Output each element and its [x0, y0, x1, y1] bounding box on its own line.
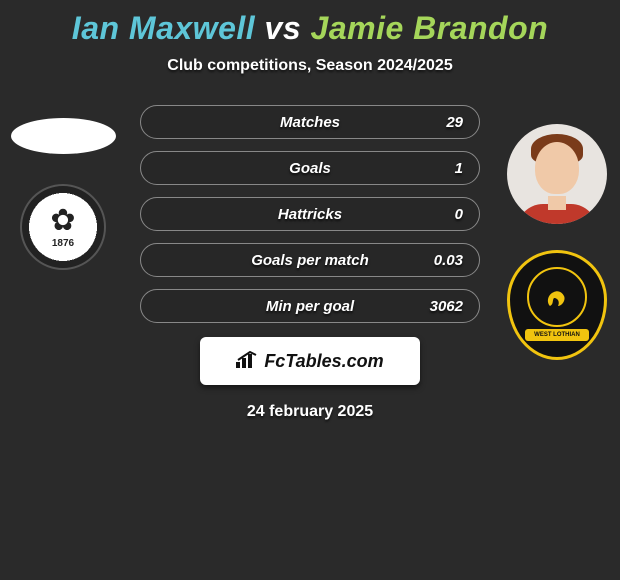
stat-label: Min per goal: [217, 298, 403, 315]
stat-label: Hattricks: [217, 206, 403, 223]
stat-row: Matches 29: [140, 105, 480, 139]
comparison-title: Ian Maxwell vs Jamie Brandon: [0, 10, 620, 47]
stat-right-value: 29: [403, 114, 463, 131]
stat-row: Goals per match 0.03: [140, 243, 480, 277]
player2-club-crest: WEST LOTHIAN: [507, 250, 607, 360]
player1-column: ✿ 1876: [8, 118, 118, 270]
stat-label: Matches: [217, 114, 403, 131]
title-vs: vs: [265, 10, 302, 46]
club-banner: WEST LOTHIAN: [525, 329, 589, 341]
stat-label: Goals per match: [217, 252, 403, 269]
player1-avatar-placeholder: [11, 118, 116, 154]
subtitle: Club competitions, Season 2024/2025: [0, 57, 620, 75]
player1-name: Ian Maxwell: [72, 10, 255, 46]
stat-label: Goals: [217, 160, 403, 177]
player1-club-crest: ✿ 1876: [20, 184, 106, 270]
player2-name: Jamie Brandon: [311, 10, 549, 46]
stat-right-value: 0.03: [403, 252, 463, 269]
stats-block: Matches 29 Goals 1 Hattricks 0 Goals per…: [140, 105, 480, 323]
stat-right-value: 0: [403, 206, 463, 223]
branding-badge: FcTables.com: [200, 337, 420, 385]
player2-avatar: [507, 124, 607, 224]
club-year: 1876: [52, 238, 74, 249]
stat-right-value: 3062: [403, 298, 463, 315]
stat-right-value: 1: [403, 160, 463, 177]
stat-row: Hattricks 0: [140, 197, 480, 231]
date-text: 24 february 2025: [0, 403, 620, 421]
stat-row: Goals 1: [140, 151, 480, 185]
lion-icon: [527, 267, 587, 327]
chart-icon: [236, 350, 258, 373]
thistle-icon: ✿: [50, 206, 75, 236]
player2-column: WEST LOTHIAN: [502, 118, 612, 360]
branding-text: FcTables.com: [264, 351, 383, 372]
stat-row: Min per goal 3062: [140, 289, 480, 323]
